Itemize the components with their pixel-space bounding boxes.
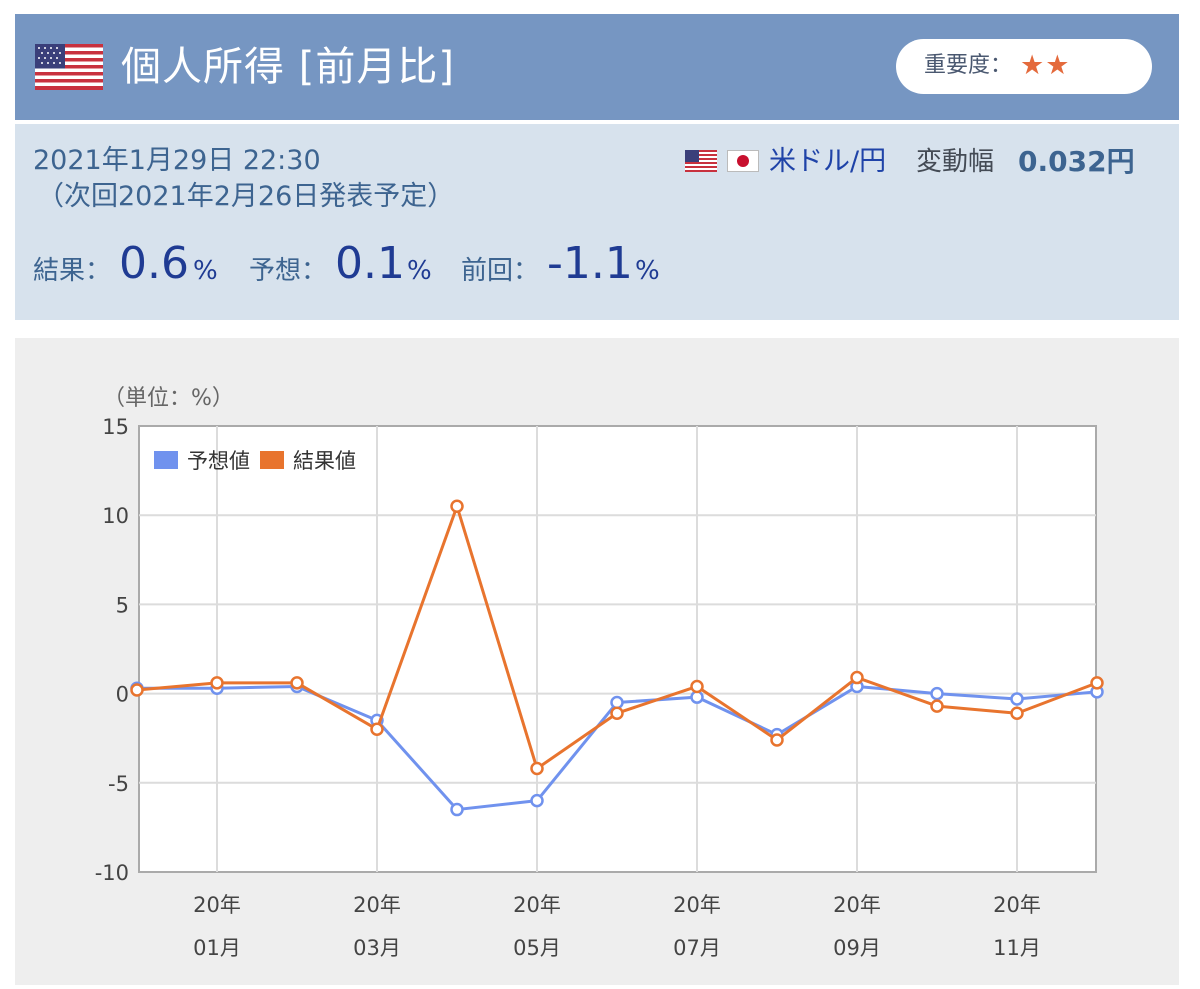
data-point[interactable]	[770, 733, 784, 747]
result-label: 結果：	[33, 256, 112, 286]
data-point[interactable]	[450, 499, 464, 514]
indicator-header: 個人所得 [前月比] 重要度： ★★	[15, 14, 1179, 120]
y-tick-label: -10	[95, 861, 129, 885]
legend-swatch	[152, 449, 180, 471]
data-point[interactable]	[930, 686, 944, 701]
data-point[interactable]	[530, 793, 544, 808]
page-title: 個人所得 [前月比]	[121, 44, 455, 90]
x-tick-label: 03月	[353, 936, 401, 960]
legend-label: 予想値	[187, 449, 250, 473]
data-point[interactable]	[930, 699, 944, 713]
x-tick-label: 05月	[513, 936, 561, 960]
next-release: （次回2021年2月26日発表予定）	[37, 181, 455, 212]
previous-unit: %	[635, 256, 660, 286]
previous-label: 前回：	[461, 256, 540, 286]
y-tick-label: 0	[116, 683, 129, 707]
release-datetime: 2021年1月29日 22:30	[33, 145, 321, 176]
x-tick-label: 20年	[673, 893, 721, 917]
x-tick-label: 11月	[993, 936, 1041, 960]
y-axis: -10 -5 0 5 10 15	[95, 415, 129, 885]
data-point[interactable]	[1090, 676, 1104, 690]
us-flag-icon	[35, 44, 103, 90]
data-point[interactable]	[530, 761, 544, 776]
x-tick-label: 20年	[353, 893, 401, 917]
data-point[interactable]	[370, 722, 384, 737]
data-point[interactable]	[610, 695, 624, 710]
chart-panel: （単位：%） -10 -5 0 5 10 15 20年 01月 20年 03月 20年 05月 20年…	[15, 338, 1179, 985]
data-point[interactable]	[210, 676, 224, 690]
x-tick-label: 20年	[513, 893, 561, 917]
unit-label: （単位：%）	[103, 386, 234, 411]
y-tick-label: 10	[102, 504, 129, 528]
importance-badge: 重要度： ★★	[896, 39, 1152, 94]
data-point[interactable]	[690, 679, 704, 694]
grid-lines	[139, 426, 1096, 872]
range-label: 変動幅	[916, 147, 995, 177]
importance-label: 重要度：	[924, 53, 1013, 78]
data-point[interactable]	[290, 676, 304, 690]
plot-area	[138, 425, 1097, 873]
data-point[interactable]	[690, 690, 704, 704]
legend-swatch	[258, 449, 286, 471]
release-info: 2021年1月29日 22:30 （次回2021年2月26日発表予定） 米ドル/…	[15, 124, 1179, 320]
x-tick-label: 07月	[673, 936, 721, 960]
range-value: 0.032円	[1018, 145, 1135, 178]
x-tick-label: 20年	[193, 893, 241, 917]
data-point[interactable]	[450, 802, 464, 817]
forecast-unit: %	[407, 256, 432, 286]
data-point[interactable]	[1010, 692, 1024, 706]
us-flag-icon	[685, 150, 717, 172]
previous-value: -1.1	[547, 238, 633, 289]
importance-stars: ★★	[1020, 50, 1071, 81]
x-tick-label: 09月	[833, 936, 881, 960]
data-point[interactable]	[850, 670, 864, 685]
result-value: 0.6	[119, 238, 189, 289]
y-tick-label: -5	[108, 772, 129, 796]
japan-flag-icon	[727, 150, 759, 172]
y-tick-label: 15	[102, 415, 129, 439]
y-tick-label: 5	[116, 593, 129, 617]
result-unit: %	[193, 256, 218, 286]
x-tick-label: 01月	[193, 936, 241, 960]
data-point[interactable]	[1010, 706, 1024, 720]
data-point[interactable]	[610, 706, 624, 720]
series-1	[130, 499, 1104, 776]
forecast-value: 0.1	[335, 238, 405, 289]
legend: 予想値 結果値	[152, 449, 356, 473]
legend-label: 結果値	[293, 449, 356, 473]
series-layer	[130, 499, 1104, 817]
forecast-label: 予想：	[249, 256, 328, 286]
x-tick-label: 20年	[993, 893, 1041, 917]
x-tick-label: 20年	[833, 893, 881, 917]
x-axis: 20年 01月 20年 03月 20年 05月 20年 07月 20年 09月 20年 11月	[193, 893, 1041, 960]
data-point[interactable]	[130, 683, 144, 697]
stats-row: 結果： 0.6 % 予想： 0.1 % 前回： -1.1 %	[33, 236, 1133, 296]
currency-pair-link[interactable]: 米ドル/円	[769, 146, 887, 177]
